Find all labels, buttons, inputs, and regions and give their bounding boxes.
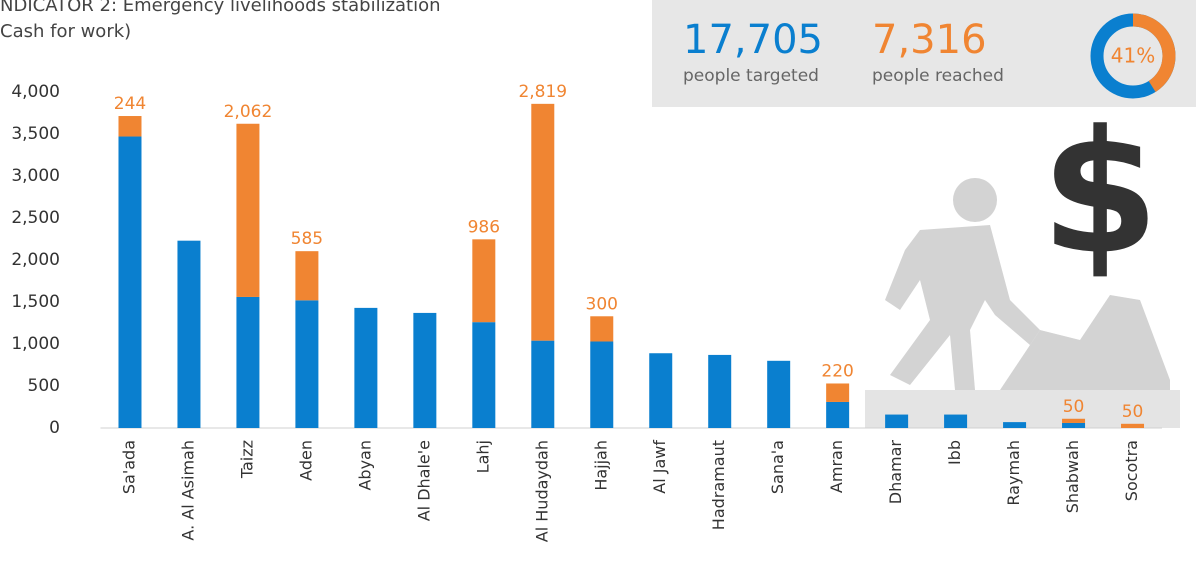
y-tick-label: 1,500	[11, 292, 60, 312]
svg-text:$: $	[1041, 94, 1159, 292]
data-label: 220	[821, 361, 853, 381]
x-tick-label: Abyan	[355, 440, 374, 491]
y-tick-label: 3,500	[11, 124, 60, 144]
bar-segment	[1121, 423, 1145, 428]
y-tick-label: 0	[49, 418, 60, 438]
x-tick-label: Hajjah	[591, 440, 610, 491]
x-tick-label: Dhamar	[886, 440, 905, 505]
bar-segment	[118, 136, 142, 428]
kpi-number: 17,705	[683, 17, 823, 63]
donut-label: 41%	[1111, 44, 1155, 68]
data-label: 2,819	[518, 82, 567, 102]
bar-segment	[531, 340, 555, 428]
kpi-caption: people reached	[872, 66, 1004, 86]
x-tick-label: Lahj	[473, 440, 492, 473]
bar-segment	[1062, 422, 1086, 428]
bar-segment	[118, 116, 142, 137]
x-tick-label: Ibb	[945, 440, 964, 465]
kpi-caption: people targeted	[683, 66, 819, 86]
x-tick-label: Al Dhale'e	[414, 440, 433, 521]
y-tick-label: 500	[28, 376, 60, 396]
x-tick-label: Amran	[827, 440, 846, 493]
bar-segment	[295, 300, 319, 428]
bar-segment	[590, 316, 614, 342]
y-tick-label: 2,500	[11, 208, 60, 228]
bar-segment	[826, 401, 850, 428]
bar-segment	[649, 353, 673, 428]
illustration: $	[865, 94, 1180, 428]
bar-segment	[944, 414, 968, 428]
x-tick-label: Shabwah	[1063, 440, 1082, 513]
y-tick-label: 3,000	[11, 166, 60, 186]
bar-segment	[413, 312, 437, 428]
y-tick-label: 2,000	[11, 250, 60, 270]
x-tick-label: A. Al Asimah	[178, 440, 197, 541]
bar-segment	[354, 307, 378, 428]
donut-arc	[1090, 13, 1176, 99]
y-tick-label: 4,000	[11, 82, 60, 102]
bar-segment	[236, 296, 260, 428]
bar-segment	[236, 123, 260, 297]
bar-segment	[826, 383, 850, 402]
bar-segment	[1003, 422, 1027, 428]
chart-title: Cash for work)	[0, 21, 131, 42]
data-label: 300	[586, 294, 618, 314]
x-tick-label: Taizz	[237, 440, 256, 479]
chart-title: NDICATOR 2: Emergency livelihoods stabil…	[0, 0, 441, 16]
bar-segment	[295, 251, 319, 301]
x-tick-label: Aden	[296, 440, 315, 481]
data-label: 50	[1122, 402, 1144, 422]
data-label: 244	[114, 94, 146, 114]
data-label: 585	[291, 229, 323, 249]
data-label: 50	[1063, 397, 1085, 417]
bar-segment	[708, 354, 732, 428]
x-tick-label: Socotra	[1122, 440, 1141, 501]
x-tick-label: Al Jawf	[650, 440, 669, 494]
x-tick-label: Hadramaut	[709, 440, 728, 530]
data-label: 2,062	[224, 102, 273, 122]
bar-segment	[1062, 418, 1086, 423]
x-tick-label: Sa'ada	[119, 440, 138, 494]
x-tick-label: Al Hudaydah	[532, 440, 551, 542]
bar-segment	[590, 341, 614, 428]
bar-segment	[767, 360, 791, 428]
summary-panel	[652, 0, 1196, 107]
data-label: 986	[468, 217, 500, 237]
x-tick-label: Sana'a	[768, 440, 787, 494]
kpi-number: 7,316	[872, 17, 987, 63]
bar-segment	[885, 414, 909, 428]
x-tick-label: Raymah	[1004, 440, 1023, 506]
bar-segment	[472, 322, 496, 428]
bar-segment	[472, 239, 496, 323]
bar-segment	[531, 103, 555, 341]
y-tick-label: 1,000	[11, 334, 60, 354]
bar-segment	[177, 240, 201, 428]
